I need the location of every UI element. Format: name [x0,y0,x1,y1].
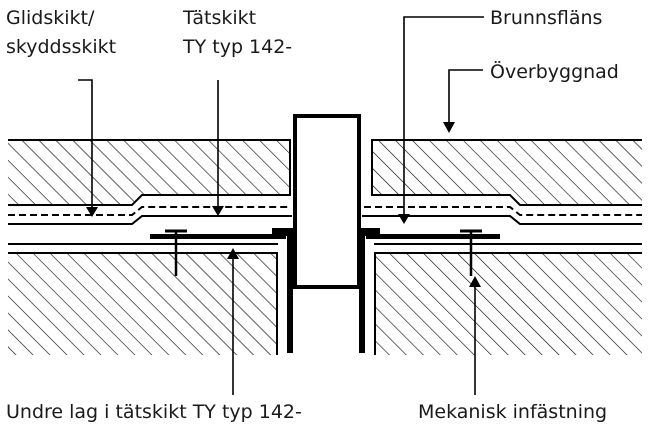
overbyggnad-right [371,139,642,206]
label-brunnsflans: Brunnsfläns [490,7,602,29]
leader-lines [78,16,484,395]
underlag-right [374,252,642,355]
label-mekanisk: Mekanisk infästning [418,401,607,423]
arrow-tatskikt-icon [212,206,224,216]
label-undre-lag: Undre lag i tätskikt TY typ 142- [6,401,302,423]
arrow-mekanisk-icon [469,276,481,287]
label-overbyggnad: Överbyggnad [490,60,619,83]
label-glidskikt-line1: Glidskikt/ [6,7,95,29]
drain-flange [150,228,500,239]
arrow-brunnsflans-icon [398,214,410,224]
leader-glidskikt [78,79,93,207]
glidskikt-dashed-right [364,206,642,216]
arrowheads [86,122,481,287]
arrow-undre-lag-icon [227,248,239,259]
leader-brunnsflans [403,16,484,214]
leader-overbyggnad [448,69,483,122]
mechanical-fastener-left [165,229,187,276]
label-tatskikt-line2: TY typ 142- [182,36,292,58]
underlag-left [8,252,278,355]
arrow-glidskikt-icon [86,207,98,217]
tatskikt-right [362,215,642,225]
drain-pipe [287,114,365,353]
overbyggnad-left [8,139,291,206]
mechanical-fastener-right [460,229,482,276]
label-tatskikt-line1: Tätskikt [182,7,256,29]
label-glidskikt-line2: skyddsskikt [6,36,116,58]
arrow-overbyggnad-icon [443,122,455,133]
glidskikt-dashed-left [8,206,290,216]
membrane-layers-right [362,206,642,245]
tatskikt-left [8,215,292,225]
